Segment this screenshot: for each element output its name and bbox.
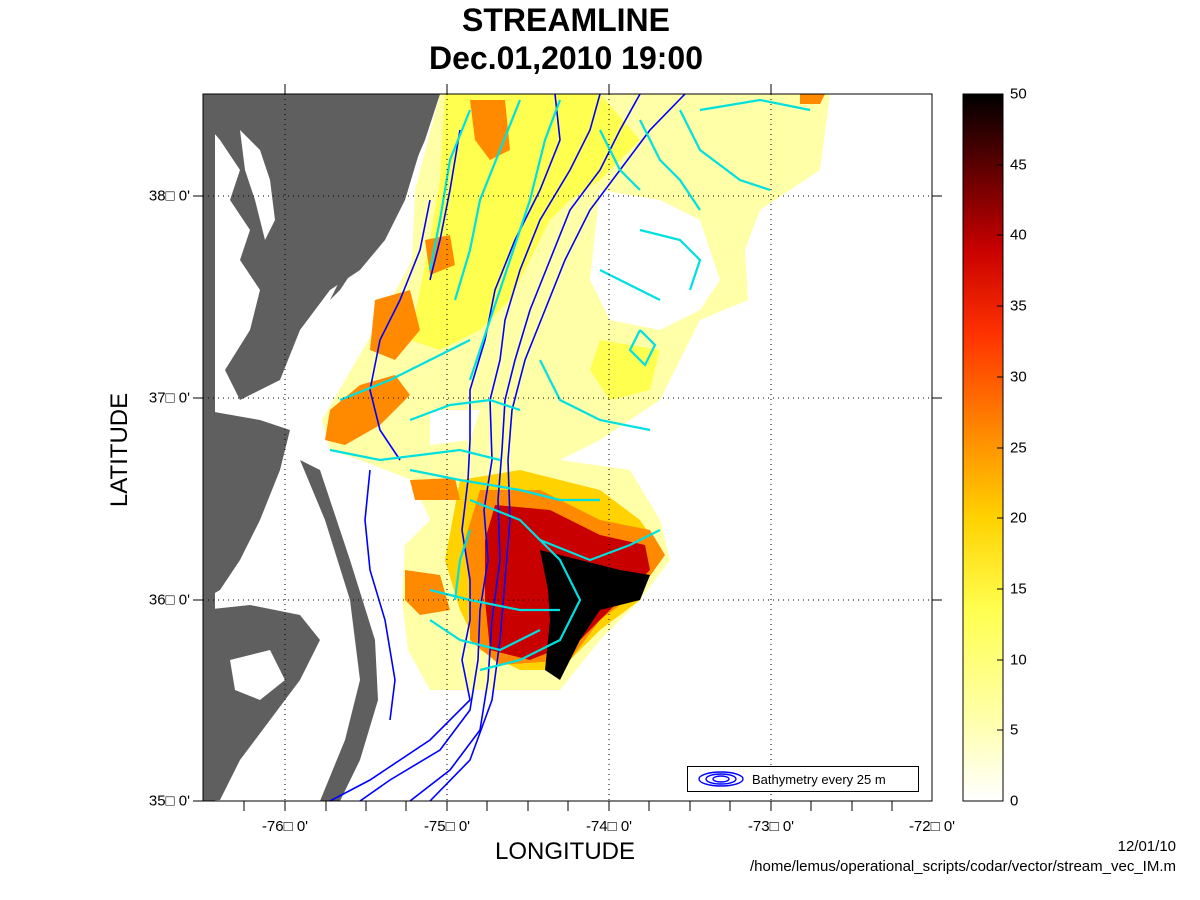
streamline	[429, 588, 560, 612]
y-tick-label: 36□ 0'	[148, 591, 190, 609]
land-chesapeake-shore	[240, 130, 275, 240]
streamline	[539, 359, 651, 432]
speed-field-gap-1	[590, 190, 720, 330]
chart-subtitle-datetime: Dec.01,2010 19:00	[429, 40, 703, 76]
streamline	[409, 398, 521, 422]
streamline	[428, 109, 472, 271]
y-tick-label: 35□ 0'	[148, 792, 190, 810]
colorbar-tick-label: 35	[1010, 297, 1027, 315]
bathymetry-contour	[364, 469, 396, 721]
colorbar-tick-marks	[997, 164, 1003, 731]
speed-field-orange-patch-7	[800, 94, 825, 104]
x-tick-label: -73□ 0'	[747, 818, 795, 835]
colorbar-tick-label: 20	[1010, 509, 1027, 527]
x-axis-label: LONGITUDE	[494, 838, 636, 865]
streamline	[679, 109, 771, 192]
bathymetry-contour	[429, 94, 686, 801]
x-tick-label: -72□ 0'	[908, 818, 956, 835]
colorbar-tick-label: 0	[1010, 792, 1019, 810]
bathymetry-contour	[409, 94, 641, 801]
land-mass	[203, 94, 440, 801]
land-outer-banks	[300, 460, 378, 801]
streamline	[339, 339, 471, 402]
streamline	[699, 98, 811, 112]
map-plot-area	[203, 94, 830, 801]
colorbar-tick-label: 15	[1010, 580, 1027, 598]
chart-title: STREAMLINE	[462, 2, 670, 38]
speed-field-orange-patch-1	[325, 375, 410, 445]
speed-field-orange-patch-5	[410, 478, 460, 500]
colorbar	[962, 93, 1004, 802]
speed-field-orange-patch-6	[470, 100, 510, 160]
x-tick-label: -75□ 0'	[423, 818, 471, 835]
legend-label: Bathymetry every 25 m	[752, 771, 886, 787]
legend-box: Bathymetry every 25 m	[687, 766, 919, 792]
bathymetry-contour	[359, 94, 601, 801]
speed-field-gap-3	[430, 410, 480, 445]
land-virginia-shore	[203, 410, 290, 600]
x-tick-label: -76□ 0'	[261, 818, 309, 835]
streamline	[539, 529, 661, 562]
streamline	[628, 329, 657, 367]
land-mainland-strip	[203, 94, 215, 801]
colorbar-tick-label: 50	[1010, 85, 1027, 103]
colorbar-tick-label: 30	[1010, 368, 1027, 386]
streamline	[599, 269, 661, 301]
speed-field-orange-patch-2	[370, 290, 420, 360]
speed-field-gap-2	[590, 340, 660, 400]
speed-field-mid	[410, 94, 640, 350]
footer-script-path: /home/lemus/operational_scripts/codar/ve…	[749, 858, 1176, 875]
land-north-carolina	[203, 605, 320, 801]
footer-date: 12/01/10	[1117, 838, 1176, 855]
y-axis-label: LATITUDE	[106, 392, 133, 508]
streamline	[329, 448, 501, 462]
current-speed-field	[322, 94, 830, 690]
colorbar-tick-label: 40	[1010, 226, 1027, 244]
streamline	[639, 228, 702, 291]
colorbar-tick-label: 10	[1010, 651, 1027, 669]
land-barrier-strip	[330, 94, 440, 300]
y-tick-label: 37□ 0'	[148, 389, 190, 407]
bathymetry-contour	[429, 129, 461, 281]
bathymetry-contour	[369, 199, 431, 461]
streamline	[409, 468, 600, 502]
colorbar-tick-label: 25	[1010, 439, 1027, 457]
streamline	[639, 119, 701, 211]
streamline	[453, 99, 522, 301]
streamline	[469, 498, 582, 672]
speed-field-orange-patch-4	[405, 570, 450, 615]
streamline	[468, 99, 562, 381]
x-tick-label: -74□ 0'	[585, 818, 633, 835]
axis-tick-marks	[193, 84, 942, 811]
streamline	[599, 129, 641, 191]
colorbar-tick-label: 5	[1010, 721, 1019, 739]
land-sound-bay	[230, 650, 285, 700]
colorbar-tick-label: 45	[1010, 156, 1027, 174]
streamlines	[329, 98, 811, 672]
y-tick-label: 38□ 0'	[148, 187, 190, 205]
streamline	[453, 529, 472, 601]
bathymetry-contour-icon	[698, 771, 744, 787]
streamline	[429, 619, 541, 652]
speed-field-dark	[540, 550, 650, 680]
